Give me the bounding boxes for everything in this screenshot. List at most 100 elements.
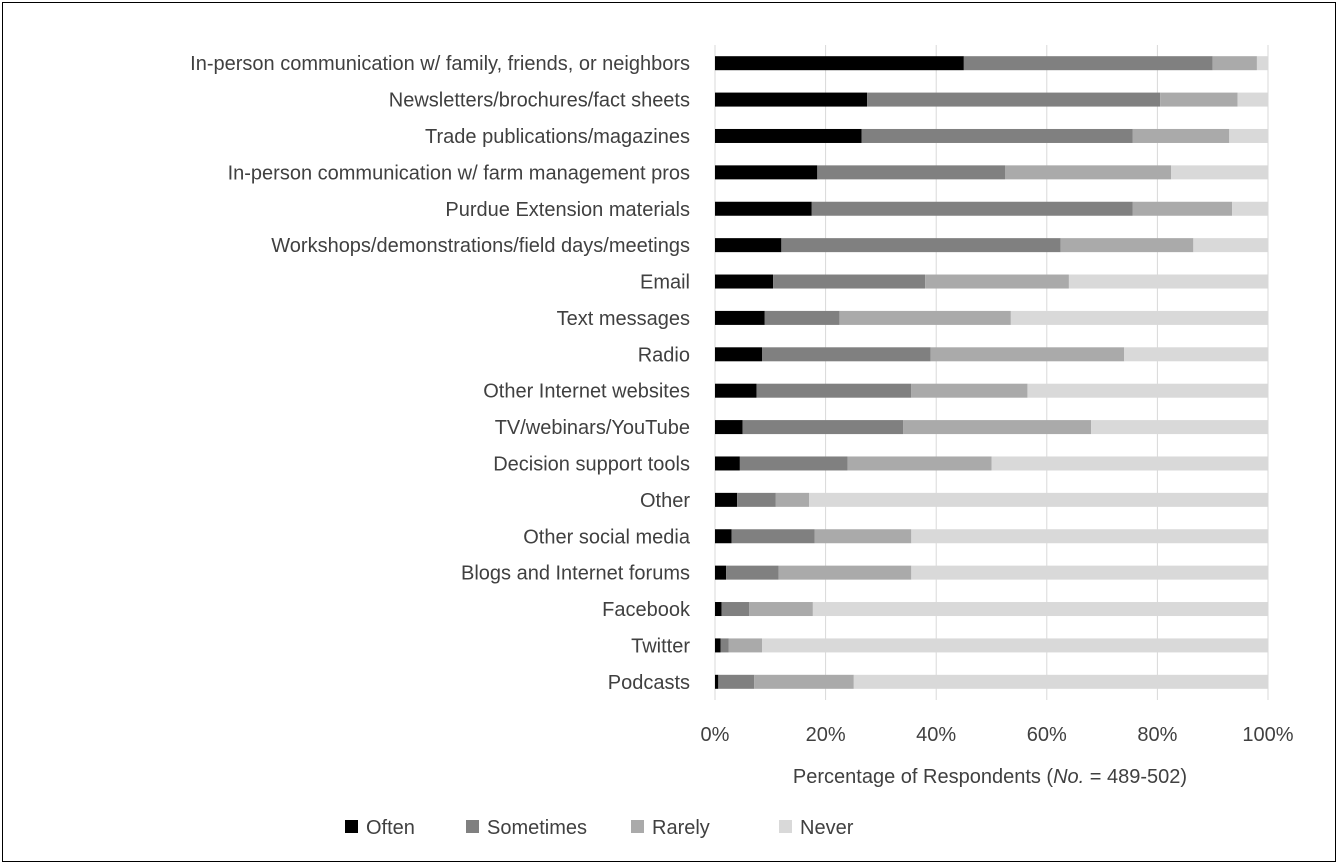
- bar-segment-sometimes: [742, 420, 904, 435]
- bar-segment-rarely: [814, 529, 912, 544]
- category-label: Twitter: [631, 635, 690, 657]
- bar-segment-never: [911, 565, 1268, 580]
- bar-segment-often: [715, 56, 964, 71]
- bar-segment-rarely: [754, 674, 854, 689]
- bar-segment-rarely: [749, 602, 813, 617]
- bar-segment-rarely: [775, 492, 810, 507]
- category-label: Trade publications/magazines: [425, 126, 690, 148]
- bar-segment-often: [715, 92, 868, 107]
- category-label: Email: [640, 272, 690, 294]
- bar-segment-sometimes: [861, 128, 1133, 143]
- category-label: In-person communication w/ farm manageme…: [228, 162, 690, 184]
- bar-segment-often: [715, 347, 763, 362]
- category-label: In-person communication w/ family, frien…: [190, 53, 690, 75]
- bar-segment-rarely: [778, 565, 912, 580]
- bar-segment-never: [762, 638, 1268, 653]
- bar-segment-often: [715, 674, 719, 689]
- bar-segment-sometimes: [731, 529, 815, 544]
- bar-segment-rarely: [911, 383, 1028, 398]
- x-tick-label: 40%: [916, 724, 956, 746]
- bar-segment-often: [715, 565, 727, 580]
- category-label: Decision support tools: [493, 453, 690, 475]
- bar-segment-sometimes: [781, 238, 1061, 253]
- bar-segment-rarely: [1132, 128, 1230, 143]
- bar-segment-never: [911, 529, 1268, 544]
- bar-segment-often: [715, 456, 740, 471]
- bars: [715, 56, 1268, 689]
- legend-swatch-never: [779, 820, 792, 833]
- bar-segment-sometimes: [867, 92, 1161, 107]
- bar-segment-rarely: [930, 347, 1125, 362]
- x-tick-label: 0%: [701, 724, 730, 746]
- bar-segment-often: [715, 274, 774, 289]
- category-label: Other social media: [523, 526, 691, 548]
- category-label: Other: [640, 490, 690, 512]
- bar-segment-sometimes: [756, 383, 912, 398]
- category-label: Facebook: [602, 599, 691, 621]
- x-tick-label: 80%: [1137, 724, 1177, 746]
- bar-segment-never: [809, 492, 1268, 507]
- bar-segment-sometimes: [764, 310, 840, 325]
- bar-segment-often: [715, 638, 721, 653]
- bar-segment-often: [715, 529, 732, 544]
- bar-segment-never: [1124, 347, 1268, 362]
- category-label: Workshops/demonstrations/field days/meet…: [271, 235, 690, 257]
- bar-segment-never: [1237, 92, 1268, 107]
- bar-segment-rarely: [1212, 56, 1257, 71]
- bar-segment-often: [715, 238, 782, 253]
- bar-segment-sometimes: [739, 456, 848, 471]
- bar-segment-rarely: [925, 274, 1069, 289]
- category-label: Podcasts: [608, 672, 690, 694]
- bar-segment-never: [1229, 128, 1268, 143]
- bar-segment-never: [1010, 310, 1268, 325]
- bar-segment-never: [1068, 274, 1268, 289]
- bar-segment-rarely: [1160, 92, 1238, 107]
- bar-segment-rarely: [839, 310, 1011, 325]
- bar-segment-rarely: [728, 638, 763, 653]
- bar-segment-often: [715, 383, 757, 398]
- legend-label-often: Often: [366, 817, 415, 839]
- category-label: TV/webinars/YouTube: [495, 417, 690, 439]
- legend-swatch-sometimes: [466, 820, 479, 833]
- bar-segment-sometimes: [726, 565, 779, 580]
- bar-segment-never: [1256, 56, 1268, 71]
- legend-label-sometimes: Sometimes: [487, 817, 587, 839]
- legend-swatch-rarely: [631, 820, 644, 833]
- bar-segment-often: [715, 201, 812, 216]
- bar-segment-sometimes: [773, 274, 926, 289]
- bar-segment-rarely: [847, 456, 992, 471]
- bar-segment-sometimes: [737, 492, 776, 507]
- category-label: Newsletters/brochures/fact sheets: [389, 90, 690, 112]
- x-tick-label: 100%: [1242, 724, 1293, 746]
- bar-segment-sometimes: [811, 201, 1133, 216]
- category-label: Purdue Extension materials: [445, 199, 690, 221]
- bar-segment-often: [715, 128, 862, 143]
- bar-segment-often: [715, 165, 818, 180]
- bar-segment-never: [1027, 383, 1268, 398]
- bar-segment-never: [1171, 165, 1268, 180]
- legend-label-never: Never: [800, 817, 854, 839]
- category-labels: In-person communication w/ family, frien…: [190, 53, 691, 694]
- bar-segment-never: [1232, 201, 1268, 216]
- bar-segment-sometimes: [721, 602, 750, 617]
- bar-segment-rarely: [1005, 165, 1172, 180]
- bar-segment-never: [853, 674, 1268, 689]
- legend-label-rarely: Rarely: [652, 817, 710, 839]
- bar-segment-often: [715, 602, 722, 617]
- bar-segment-rarely: [1132, 201, 1233, 216]
- bar-segment-never: [1091, 420, 1268, 435]
- category-label: Radio: [638, 344, 690, 366]
- x-axis-label: Percentage of Respondents (No. = 489-502…: [793, 766, 1187, 788]
- bar-segment-sometimes: [720, 638, 729, 653]
- bar-segment-sometimes: [718, 674, 755, 689]
- bar-segment-never: [812, 602, 1268, 617]
- bar-segment-sometimes: [762, 347, 931, 362]
- bar-segment-rarely: [1060, 238, 1194, 253]
- category-label: Other Internet websites: [483, 381, 690, 403]
- bar-segment-rarely: [903, 420, 1092, 435]
- bar-segment-often: [715, 310, 765, 325]
- x-tick-label: 20%: [806, 724, 846, 746]
- bar-segment-sometimes: [817, 165, 1006, 180]
- bar-segment-sometimes: [963, 56, 1213, 71]
